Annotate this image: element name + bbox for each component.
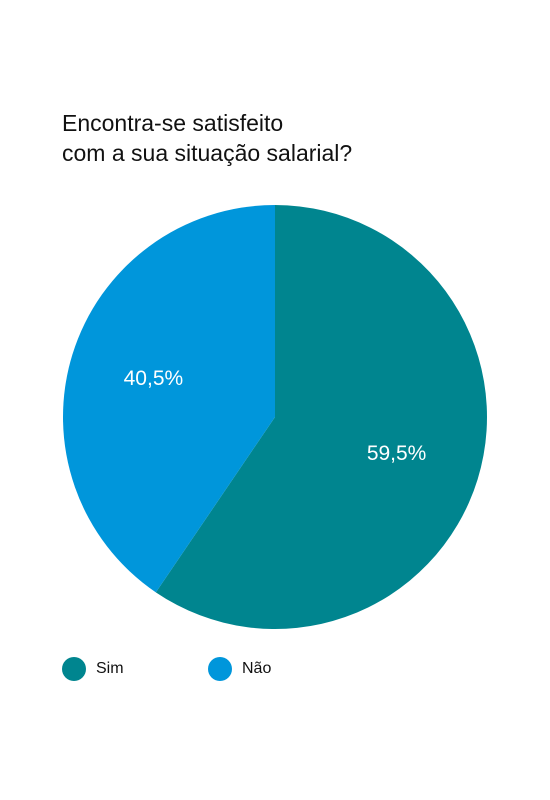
legend-swatch-sim	[62, 657, 86, 681]
legend-item-sim: Sim	[62, 656, 124, 682]
legend-label-nao: Não	[242, 660, 272, 677]
pie-slice-sim	[155, 205, 488, 629]
legend-label-sim: Sim	[96, 660, 124, 677]
legend: Sim Não	[62, 656, 502, 682]
chart-title-line-1: Encontra-se satisfeito	[62, 110, 284, 136]
chart-title-line-2: com a sua situação salarial?	[62, 140, 353, 166]
chart-title: Encontra-se satisfeito com a sua situaçã…	[62, 108, 502, 168]
legend-swatch-nao	[208, 657, 232, 681]
pie-label-sim: 59,5%	[367, 442, 427, 465]
pie-slice-n-o	[63, 205, 275, 593]
pie-label-n-o: 40,5%	[124, 367, 184, 390]
legend-item-nao: Não	[208, 656, 271, 682]
